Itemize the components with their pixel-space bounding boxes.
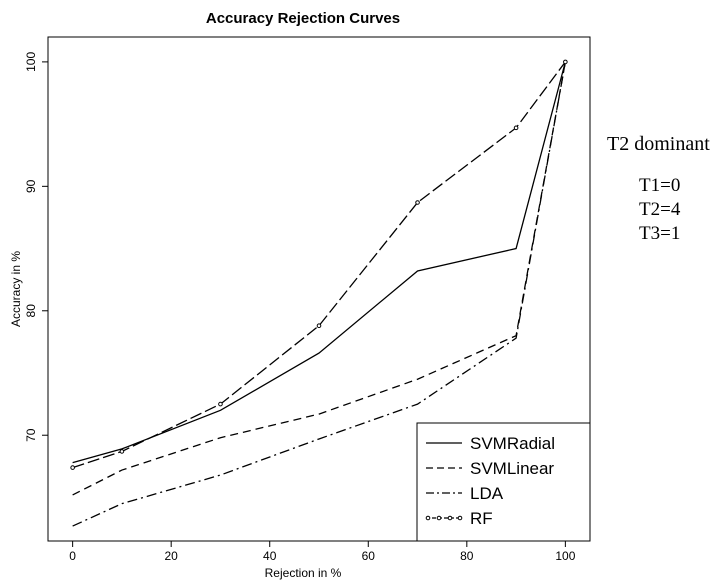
rf-point-marker	[119, 449, 125, 454]
legend: SVMRadial SVMLinear LDA RF	[416, 422, 591, 542]
y-axis-label: Accuracy in %	[9, 251, 23, 327]
chart-title: Accuracy Rejection Curves	[206, 10, 400, 27]
y-tick-label: 100	[24, 52, 38, 72]
model-annotation: T2 dominant T1=0 T2=4 T3=1	[607, 132, 710, 246]
rf-point-marker	[70, 465, 75, 470]
rf-point-marker	[218, 401, 223, 407]
plot-frame	[47, 36, 591, 542]
annotation-line: T1=0	[639, 175, 681, 196]
x-tick-label: 40	[263, 549, 277, 563]
series-line-rf	[72, 61, 566, 469]
rf-point-marker	[563, 59, 568, 65]
series-line-svmradial	[72, 61, 566, 464]
legend-label: RF	[470, 509, 493, 528]
series-line-lda	[72, 61, 567, 527]
annotation-line: T2=4	[639, 199, 681, 220]
x-tick-label: 20	[165, 549, 179, 563]
annotation-title: T2 dominant	[607, 133, 710, 155]
rf-point-marker	[513, 125, 519, 131]
x-tick-label: 60	[362, 549, 376, 563]
x-tick-label: 100	[555, 549, 575, 563]
y-tick-label: 70	[24, 428, 38, 442]
x-axis-label: Rejection in %	[265, 566, 342, 580]
rf-point-marker	[415, 200, 420, 205]
y-tick-label: 80	[24, 304, 38, 318]
x-tick-label: 0	[69, 549, 76, 563]
legend-marker	[447, 515, 453, 521]
legend-marker	[457, 515, 463, 521]
x-axis: 0 20 40 60 80 100	[69, 541, 576, 563]
series-layer	[70, 59, 568, 527]
annotation-list: T1=0 T2=4 T3=1	[639, 174, 710, 246]
legend-label: LDA	[470, 484, 504, 503]
legend-marker	[436, 515, 442, 521]
legend-label: SVMRadial	[470, 434, 555, 453]
legend-label: SVMLinear	[470, 459, 554, 478]
x-tick-label: 80	[460, 549, 474, 563]
y-axis: 70 80 90 100	[24, 52, 48, 442]
annotation-line: T3=1	[639, 223, 681, 244]
legend-marker	[425, 515, 431, 521]
y-tick-label: 90	[24, 179, 38, 193]
rf-point-marker	[316, 323, 322, 329]
